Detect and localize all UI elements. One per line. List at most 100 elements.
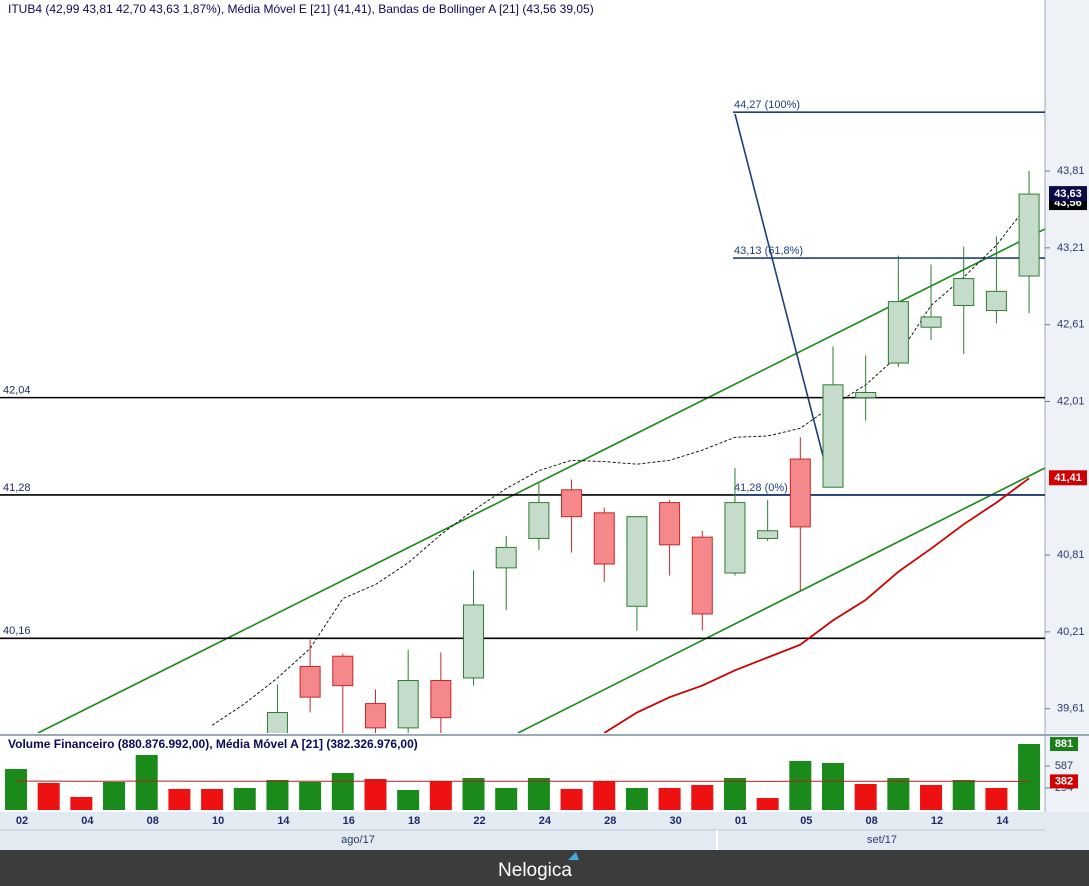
price-badge [1049,186,1087,202]
volume-bar [233,787,256,810]
price-badge-label: 43,63 [1054,188,1082,200]
volume-panel [5,744,1041,810]
candle-body [430,680,452,719]
x-tick-label: 14 [277,815,290,827]
candle-body [659,502,681,546]
x-tick-label: 28 [604,815,616,827]
volume-header: Volume Financeiro (880.876.992,00), Médi… [8,737,418,751]
x-tick-label: 05 [800,815,812,827]
volume-bar [756,798,779,810]
volume-bar [135,754,158,810]
volume-bar [723,778,746,810]
x-tick-label: 02 [16,815,28,827]
right-axis-area [1045,0,1089,812]
candle-body [626,516,648,607]
volume-bar [37,782,60,810]
footer-bar [0,850,1089,886]
candle-body [887,301,909,364]
volume-bar [299,781,322,810]
y-tick-label: 40,81 [1057,549,1085,561]
candle-body [953,278,975,306]
price-badge [1049,470,1087,486]
candle-body [985,290,1007,312]
level-label: 41,28 [3,482,31,494]
candle-body [920,316,942,328]
volume-bar [462,778,485,810]
candle-body [757,530,779,539]
candle-body [1018,193,1040,277]
overlay-layer: 43,81 43,21 42,61 42,01 40,81 40,21 39,61 42,04… [3,99,1087,827]
candle-body [463,604,485,679]
volume-bar [527,778,550,810]
x-tick-label: 30 [669,815,681,827]
x-tick-label: 22 [473,815,485,827]
candle-body [266,712,288,733]
price-badge-label: 41,41 [1054,472,1082,484]
fibonacci-label: 43,13 (61,8%) [734,245,803,257]
volume-bar [429,781,452,810]
y-tick-label: 43,21 [1057,242,1085,254]
volume-bar [658,787,681,810]
candle-body [528,502,550,539]
overlay-line [603,477,1030,733]
price-panel [0,111,1045,733]
x-axis-area [0,812,1089,850]
volume-bar [495,787,518,810]
trend-line [517,467,1045,733]
x-tick-label: 18 [408,815,420,827]
candle-body [561,489,583,518]
brand-logo: Nelogica [498,860,572,881]
fibonacci-label: 44,27 (100%) [734,99,800,111]
price-header: ITUB4 (42,99 43,81 42,70 43,63 1,87%), M… [8,2,594,16]
volume-bar [952,779,975,810]
candle-body [299,665,321,698]
volume-bar [364,779,387,810]
volume-bar [70,796,93,810]
level-label: 42,04 [3,385,31,397]
volume-badge [1050,774,1078,789]
candle-body [789,458,811,528]
volume-bar [822,762,844,810]
candle-body [364,703,386,729]
volume-bar [985,787,1008,810]
volume-bar [103,781,126,810]
volume-bar [168,788,191,810]
month-label: ago/17 [341,834,375,846]
volume-bar [789,760,812,810]
volume-bar [593,781,616,810]
y-tick-label: 40,21 [1057,626,1085,638]
trend-line [37,228,1045,733]
x-tick-label: 01 [735,815,747,827]
x-tick-label: 14 [996,815,1009,827]
volume-bar [331,773,354,810]
volume-badge [1050,737,1078,752]
y-tick-label: 587 [1055,760,1073,772]
fibonacci-diagonal [734,113,832,488]
candle-body [397,680,419,729]
month-label: set/17 [867,834,897,846]
x-tick-label: 04 [81,815,94,827]
candle-body [855,392,877,399]
level-label: 40,16 [3,625,31,637]
volume-bar [691,784,714,810]
x-tick-label: 10 [212,815,224,827]
y-tick-label: 42,61 [1057,319,1085,331]
fibonacci-label: 41,28 (0%) [734,482,788,494]
x-tick-label: 08 [147,815,159,827]
x-tick-label: 24 [539,815,552,827]
logo-mark [568,852,579,860]
x-tick-label: 12 [931,815,943,827]
volume-bar [854,784,877,810]
candle-body [332,655,354,687]
candle-body [593,512,615,565]
volume-badge-label: 382 [1055,775,1073,787]
volume-bar [5,768,27,810]
volume-bar [1018,744,1041,810]
volume-badge-label: 881 [1055,738,1073,750]
y-tick-label: 43,81 [1057,165,1085,177]
volume-bar [560,788,583,810]
x-tick-label: 16 [343,815,355,827]
volume-bar [920,784,943,810]
